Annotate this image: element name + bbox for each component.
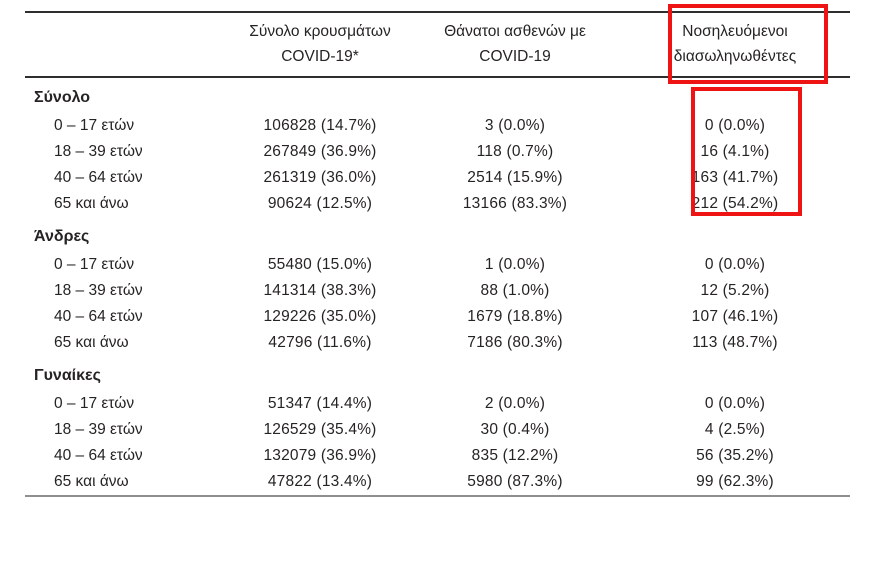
cases-value: 267849 (36.9%) [263, 143, 377, 160]
cases-value: 261319 (36.0%) [263, 169, 377, 186]
intubated-value: 12 (5.2%) [700, 282, 770, 299]
header-intubated-line2: διασωληνωθέντες [673, 48, 797, 65]
age-group-label: 65 και άνω [54, 195, 129, 212]
age-group-label: 18 – 39 ετών [54, 143, 143, 160]
cases-value: 47822 (13.4%) [267, 473, 373, 490]
table-row: 18 – 39 ετών 267849 (36.9%) 118 (0.7%) 1… [25, 139, 850, 165]
section-header-men: Άνδρες [25, 217, 850, 252]
table-row: 65 και άνω 90624 (12.5%) 13166 (83.3%) 2… [25, 191, 850, 217]
age-group-label: 40 – 64 ετών [54, 169, 143, 186]
deaths-value: 7186 (80.3%) [467, 334, 563, 351]
age-group-label: 40 – 64 ετών [54, 447, 143, 464]
intubated-value: 56 (35.2%) [696, 447, 774, 464]
cases-value: 141314 (38.3%) [263, 282, 377, 299]
age-group-label: 65 και άνω [54, 334, 129, 351]
header-deaths-line2: COVID-19 [479, 48, 551, 65]
age-group-label: 65 και άνω [54, 473, 129, 490]
section-label: Άνδρες [34, 228, 90, 245]
age-group-label: 40 – 64 ετών [54, 308, 143, 325]
table-row: 65 και άνω 42796 (11.6%) 7186 (80.3%) 11… [25, 330, 850, 356]
covid-stats-table: Σύνολο κρουσμάτων COVID-19* Θάνατοι ασθε… [25, 11, 850, 497]
cases-value: 90624 (12.5%) [267, 195, 373, 212]
deaths-value: 5980 (87.3%) [467, 473, 563, 490]
table-row: 40 – 64 ετών 261319 (36.0%) 2514 (15.9%)… [25, 165, 850, 191]
age-group-label: 18 – 39 ετών [54, 421, 143, 438]
cases-value: 106828 (14.7%) [263, 117, 377, 134]
intubated-value: 16 (4.1%) [700, 143, 770, 160]
table-body: Σύνολο 0 – 17 ετών 106828 (14.7%) 3 (0.0… [25, 77, 850, 496]
deaths-value: 3 (0.0%) [484, 117, 546, 134]
deaths-value: 88 (1.0%) [480, 282, 550, 299]
section-header-women: Γυναίκες [25, 356, 850, 391]
covid-stats-table-container: Σύνολο κρουσμάτων COVID-19* Θάνατοι ασθε… [25, 11, 850, 497]
deaths-value: 835 (12.2%) [471, 447, 559, 464]
deaths-value: 1679 (18.8%) [467, 308, 563, 325]
table-row: 40 – 64 ετών 129226 (35.0%) 1679 (18.8%)… [25, 304, 850, 330]
intubated-value: 0 (0.0%) [704, 395, 766, 412]
deaths-value: 1 (0.0%) [484, 256, 546, 273]
intubated-value: 113 (48.7%) [692, 334, 778, 351]
deaths-value: 30 (0.4%) [480, 421, 550, 438]
table-row: 18 – 39 ετών 126529 (35.4%) 30 (0.4%) 4 … [25, 417, 850, 443]
intubated-value: 163 (41.7%) [691, 169, 779, 186]
header-total-cases-line1: Σύνολο κρουσμάτων [249, 23, 391, 40]
table-row: 0 – 17 ετών 51347 (14.4%) 2 (0.0%) 0 (0.… [25, 391, 850, 417]
intubated-value: 107 (46.1%) [691, 308, 779, 325]
table-row: 0 – 17 ετών 106828 (14.7%) 3 (0.0%) 0 (0… [25, 113, 850, 139]
intubated-value: 0 (0.0%) [704, 256, 766, 273]
intubated-value: 99 (62.3%) [696, 473, 774, 490]
deaths-value: 2514 (15.9%) [467, 169, 563, 186]
header-intubated-line1: Νοσηλευόμενοι [682, 23, 788, 40]
header-total-cases: Σύνολο κρουσμάτων COVID-19* [230, 12, 410, 77]
table-header: Σύνολο κρουσμάτων COVID-19* Θάνατοι ασθε… [25, 12, 850, 77]
table-row: 40 – 64 ετών 132079 (36.9%) 835 (12.2%) … [25, 443, 850, 469]
cases-value: 51347 (14.4%) [267, 395, 373, 412]
age-group-label: 0 – 17 ετών [54, 256, 135, 273]
deaths-value: 2 (0.0%) [484, 395, 546, 412]
table-row: 65 και άνω 47822 (13.4%) 5980 (87.3%) 99… [25, 469, 850, 496]
section-label: Γυναίκες [34, 367, 101, 384]
header-total-cases-line2: COVID-19* [281, 48, 359, 65]
section-header-total: Σύνολο [25, 77, 850, 113]
age-group-label: 18 – 39 ετών [54, 282, 143, 299]
intubated-value: 212 (54.2%) [691, 195, 779, 212]
deaths-value: 118 (0.7%) [476, 143, 554, 160]
intubated-value: 0 (0.0%) [704, 117, 766, 134]
cases-value: 42796 (11.6%) [268, 334, 372, 351]
age-group-label: 0 – 17 ετών [54, 395, 135, 412]
age-group-label: 0 – 17 ετών [54, 117, 135, 134]
cases-value: 126529 (35.4%) [263, 421, 377, 438]
deaths-value: 13166 (83.3%) [462, 195, 568, 212]
header-deaths-line1: Θάνατοι ασθενών με [444, 23, 586, 40]
intubated-value: 4 (2.5%) [704, 421, 766, 438]
cases-value: 55480 (15.0%) [267, 256, 373, 273]
table-row: 0 – 17 ετών 55480 (15.0%) 1 (0.0%) 0 (0.… [25, 252, 850, 278]
section-label: Σύνολο [34, 89, 91, 106]
header-intubated: Νοσηλευόμενοι διασωληνωθέντες [620, 12, 850, 77]
cases-value: 129226 (35.0%) [263, 308, 377, 325]
cases-value: 132079 (36.9%) [263, 447, 377, 464]
header-row: Σύνολο κρουσμάτων COVID-19* Θάνατοι ασθε… [25, 12, 850, 77]
header-deaths: Θάνατοι ασθενών με COVID-19 [410, 12, 620, 77]
header-empty-cell [25, 12, 230, 77]
table-row: 18 – 39 ετών 141314 (38.3%) 88 (1.0%) 12… [25, 278, 850, 304]
